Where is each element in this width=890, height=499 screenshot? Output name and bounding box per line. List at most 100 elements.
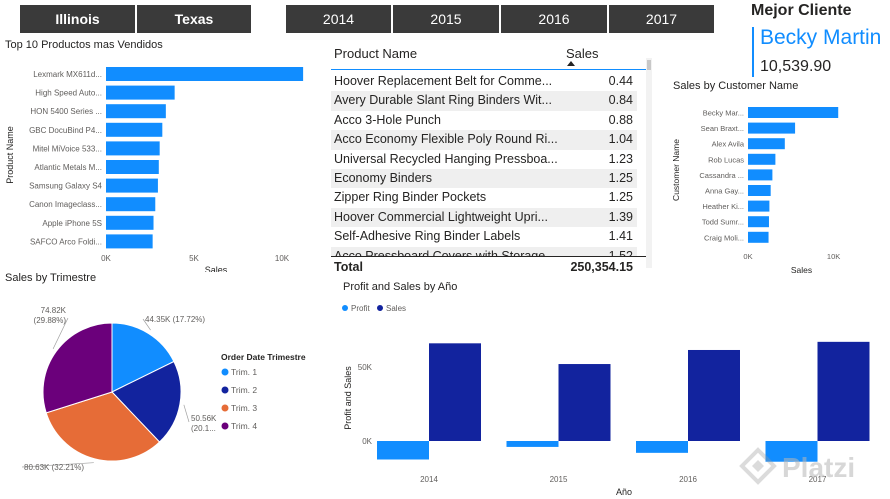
table-total-value: 250,354.15: [570, 260, 633, 274]
pie-leader-line: [183, 404, 190, 423]
table-row[interactable]: Acco 3-Hole Punch 0.88: [331, 111, 637, 130]
category-label: SAFCO Arco Foldi...: [30, 237, 102, 246]
customers-chart[interactable]: Becky Mar... Sean Braxt... Alex Avila Rob L…: [668, 96, 886, 280]
x-tick-label: 2015: [550, 475, 568, 484]
profit-bar: [765, 441, 818, 462]
profit-bar: [377, 441, 429, 460]
x-axis-label: Sales: [791, 265, 812, 275]
row-sales-value: 0.84: [608, 93, 633, 108]
bar: [106, 215, 154, 230]
pie-slice: [42, 322, 113, 414]
category-label: Apple iPhone 5S: [42, 219, 102, 228]
y-axis-label: Customer Name: [671, 139, 681, 201]
col-header-product[interactable]: Product Name: [334, 46, 418, 61]
top-products-chart[interactable]: Lexmark MX611d... High Speed Auto... HON 5…: [0, 52, 325, 272]
table-row[interactable]: Universal Recycled Hanging Pressboa... 1.…: [331, 150, 637, 169]
table-scrollbar[interactable]: [646, 58, 652, 268]
pie-data-label: 80.63K (32.21%): [24, 463, 84, 472]
table-row[interactable]: Self-Adhesive Ring Binder Labels 1.41: [331, 227, 637, 246]
slicer-year-2014[interactable]: 2014: [285, 4, 392, 34]
row-product-name: Acco 3-Hole Punch: [334, 112, 442, 127]
row-product-name: Hoover Commercial Lightweight Upri...: [334, 209, 548, 224]
pie-slice: [111, 322, 175, 393]
combo-title: Profit and Sales by Año: [343, 281, 458, 293]
row-sales-value: 0.88: [608, 112, 633, 127]
slicer-year-2016[interactable]: 2016: [500, 4, 608, 34]
bar: [748, 216, 769, 228]
row-sales-value: 1.39: [608, 209, 633, 224]
trimestre-pie-chart[interactable]: 44.35K (17.72%) 50.56K(20.1... 80.63K (32.…: [0, 288, 330, 488]
bar: [748, 169, 773, 181]
x-tick-label: 2014: [420, 475, 438, 484]
row-product-name: Self-Adhesive Ring Binder Labels: [334, 229, 521, 244]
bar: [106, 85, 175, 100]
table-row[interactable]: Hoover Commercial Lightweight Upri... 1.3…: [331, 207, 637, 228]
x-tick-label: 0K: [101, 254, 111, 263]
table-scrollbar-thumb[interactable]: [647, 60, 651, 70]
pie-slice: [45, 391, 161, 462]
row-sales-value: 1.41: [608, 229, 633, 244]
pie-data-label: 50.56K: [191, 414, 217, 423]
table-row[interactable]: Acco Economy Flexible Poly Round Ri... 1.…: [331, 130, 637, 150]
category-label: Canon Imageclass...: [29, 200, 102, 209]
sales-bar: [429, 343, 481, 441]
category-label: Anna Gay...: [705, 187, 744, 196]
combo-legend-marker: [377, 305, 383, 311]
combo-legend-label: Profit: [351, 304, 370, 313]
bar: [106, 234, 153, 249]
slicer-year-2015[interactable]: 2015: [392, 4, 500, 34]
row-product-name: Universal Recycled Hanging Pressboa...: [334, 151, 558, 166]
category-label: Rob Lucas: [708, 155, 744, 164]
table-row[interactable]: Avery Durable Slant Ring Binders Wit... 0…: [331, 91, 637, 111]
bar: [748, 153, 776, 165]
table-header: Product Name Sales: [331, 40, 647, 70]
bar: [748, 231, 769, 243]
pie-leader-line: [21, 462, 94, 468]
x-axis-label: Sales: [205, 265, 228, 272]
bar: [106, 160, 159, 174]
pie-data-label: (20.1...: [191, 424, 216, 433]
x-tick-label: 5K: [189, 254, 199, 263]
category-label: HON 5400 Series ...: [30, 107, 102, 116]
slicer-state-illinois[interactable]: Illinois: [19, 4, 136, 34]
category-label: Becky Mar...: [703, 109, 744, 118]
col-header-sales[interactable]: Sales: [566, 46, 599, 61]
platzi-watermark: [739, 447, 777, 485]
category-label: Heather Ki...: [702, 202, 744, 211]
slicer-state-texas[interactable]: Texas: [136, 4, 252, 34]
y-tick-label: 50K: [358, 363, 373, 372]
table-row[interactable]: Hoover Replacement Belt for Comme... 0.44: [331, 72, 637, 91]
category-label: Sean Braxt...: [701, 124, 744, 133]
bar: [106, 178, 158, 193]
table-total-row: Total 250,354.15: [331, 256, 647, 276]
pie-slice: [111, 360, 182, 443]
combo-legend-label: Sales: [386, 304, 406, 313]
pie-legend-marker: [221, 386, 229, 394]
customers-title: Sales by Customer Name: [673, 80, 799, 92]
row-sales-value: 1.23: [608, 151, 633, 166]
sales-bar: [558, 364, 611, 441]
pie-legend-marker: [221, 422, 229, 430]
table-row[interactable]: Economy Binders 1.25: [331, 169, 637, 189]
row-product-name: Zipper Ring Binder Pockets: [334, 190, 487, 205]
x-tick-label: 2016: [679, 475, 697, 484]
profit-sales-chart[interactable]: Profit Sales 0K 50K 2014 2015 2016 2017 Año Profi…: [335, 298, 890, 499]
pie-leader-line: [52, 317, 69, 350]
row-sales-value: 1.25: [608, 190, 633, 205]
category-label: Alex Avila: [712, 140, 745, 149]
y-axis-label: Profit and Sales: [343, 366, 353, 430]
row-product-name: Hoover Replacement Belt for Comme...: [334, 74, 553, 88]
pie-legend-marker: [221, 404, 229, 412]
x-tick-label: 10K: [275, 254, 290, 263]
category-label: Lexmark MX611d...: [33, 70, 102, 79]
sort-ascending-icon[interactable]: [567, 61, 575, 66]
platzi-logo-icon: [739, 447, 777, 485]
pie-title: Sales by Trimestre: [5, 272, 97, 284]
pie-legend-marker: [221, 368, 229, 376]
bar: [748, 200, 770, 212]
y-axis-label: Product Name: [5, 126, 15, 184]
table-row[interactable]: Zipper Ring Binder Pockets 1.25: [331, 188, 637, 207]
product-table[interactable]: Product Name Sales Hoover Replacement Be…: [331, 40, 647, 276]
category-label: Atlantic Metals M...: [34, 163, 102, 172]
slicer-year-2017[interactable]: 2017: [608, 4, 715, 34]
